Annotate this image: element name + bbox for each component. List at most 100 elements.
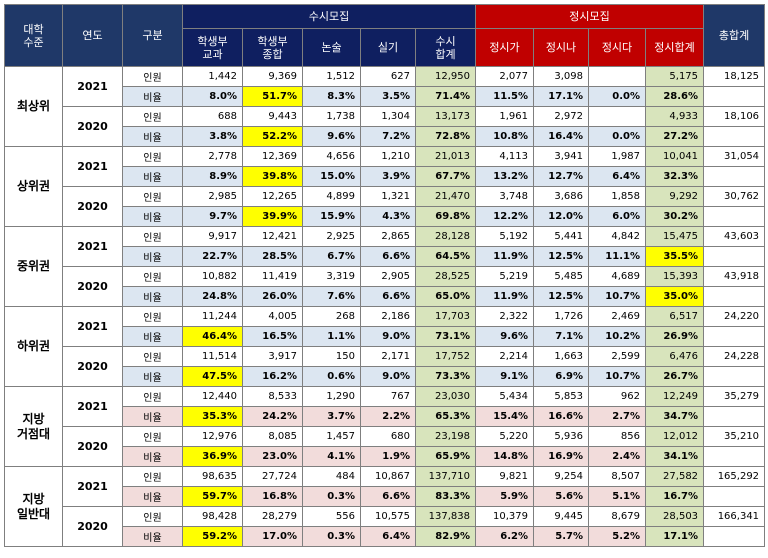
grand-total-cell: [703, 246, 766, 267]
cell-count: 9,445: [533, 506, 589, 527]
cell-count: 1,321: [360, 186, 416, 207]
tier-label: 하위권: [4, 306, 63, 387]
cell-count: 2,905: [360, 266, 416, 287]
cell-ratio: 65.9%: [415, 446, 476, 467]
cell-count: 2,077: [475, 66, 534, 87]
cell-count: 767: [360, 386, 416, 407]
cell-count: 11,419: [242, 266, 303, 287]
cell-count: 137,838: [415, 506, 476, 527]
cell-count: 27,582: [644, 466, 705, 487]
grand-total-cell: 43,918: [703, 266, 766, 287]
table-row: 하위권 2021 인원 11,244 4,005 268 2,186 17,703 2,322 1…: [4, 306, 766, 387]
cell-ratio: 6.6%: [360, 286, 416, 307]
cell-count: 21,470: [415, 186, 476, 207]
cell-ratio: 3.7%: [302, 406, 361, 427]
year-label: 2021: [62, 66, 123, 107]
cell-count: 10,379: [475, 506, 534, 527]
grand-total-cell: [703, 446, 766, 467]
cell-ratio: 83.3%: [415, 486, 476, 507]
header-grand-total: 총합계: [703, 4, 766, 67]
header-col-gyogwa-line2: 교과: [202, 47, 223, 61]
ratio-label: 비율: [122, 406, 183, 427]
cell-ratio: 28.6%: [644, 86, 705, 107]
cell-ratio: 8.9%: [182, 166, 243, 187]
tier-label: 중위권: [4, 226, 63, 307]
ratio-label: 비율: [122, 166, 183, 187]
cell-count: 98,635: [182, 466, 243, 487]
year-label: 2021: [62, 466, 123, 507]
count-label: 인원: [122, 226, 183, 247]
tier-label-line: 최상위: [16, 99, 51, 113]
cell-ratio: 15.9%: [302, 206, 361, 227]
cell-ratio: 2.2%: [360, 406, 416, 427]
grand-total-cell: 24,220: [703, 306, 766, 327]
cell-count: 3,748: [475, 186, 534, 207]
grand-total-cell: 43,603: [703, 226, 766, 247]
cell-ratio: 3.8%: [182, 126, 243, 147]
cell-ratio: 28.5%: [242, 246, 303, 267]
header-col-silgi-line1: 실기: [377, 41, 399, 54]
cell-ratio: 7.1%: [533, 326, 589, 347]
table-row: 2020 인원 2,985 12,265 4,899 1,321 21,470 3,748 3,…: [5, 186, 766, 227]
header-col-susi-total-line2: 합계: [435, 47, 456, 61]
cell-count: 4,933: [644, 106, 705, 127]
cell-count: 10,041: [644, 146, 705, 167]
cell-count: 2,865: [360, 226, 416, 247]
cell-ratio: 71.4%: [415, 86, 476, 107]
cell-ratio: 36.9%: [182, 446, 243, 467]
cell-count: 9,917: [182, 226, 243, 247]
count-label: 인원: [122, 386, 183, 407]
ratio-label: 비율: [122, 286, 183, 307]
cell-count: 9,369: [242, 66, 303, 87]
cell-count: 2,778: [182, 146, 243, 167]
table-row: 2020 인원 11,514 3,917 150 2,171 17,752 2,214 1,66…: [5, 346, 766, 387]
cell-count: 12,421: [242, 226, 303, 247]
cell-ratio: 73.3%: [415, 366, 476, 387]
cell-ratio: 16.6%: [533, 406, 589, 427]
cell-count: 28,525: [415, 266, 476, 287]
cell-ratio: 65.0%: [415, 286, 476, 307]
ratio-label: 비율: [122, 86, 183, 107]
cell-ratio: 72.8%: [415, 126, 476, 147]
tier-label-line: 상위권: [16, 179, 51, 193]
grand-total-cell: 18,106: [703, 106, 766, 127]
cell-ratio: 12.5%: [533, 286, 589, 307]
cell-ratio: 7.2%: [360, 126, 416, 147]
cell-ratio: 7.6%: [302, 286, 361, 307]
header-col-ga: 정시가: [475, 28, 534, 67]
cell-count: 856: [588, 426, 646, 447]
count-label: 인원: [122, 346, 183, 367]
header-col-nonsul: 논술: [302, 28, 361, 67]
cell-count: 1,987: [588, 146, 646, 167]
cell-ratio: 10.8%: [475, 126, 534, 147]
cell-ratio: 5.1%: [588, 486, 646, 507]
cell-ratio: 39.9%: [242, 206, 303, 227]
header-susi-group: 수시모집: [182, 4, 476, 29]
cell-count: 680: [360, 426, 416, 447]
cell-ratio: 6.6%: [360, 486, 416, 507]
cell-count: 8,507: [588, 466, 646, 487]
header-col-na: 정시나: [533, 28, 589, 67]
cell-count: 10,575: [360, 506, 416, 527]
cell-ratio: 14.8%: [475, 446, 534, 467]
admissions-table: 대학 수준 연도 구분 수시모집 정시모집 총합계 학생부 교과 학생부 종합 논술 실기…: [4, 4, 766, 547]
cell-ratio: 0.0%: [588, 126, 646, 147]
cell-count: 11,244: [182, 306, 243, 327]
cell-count: 21,013: [415, 146, 476, 167]
cell-count: 11,514: [182, 346, 243, 367]
cell-ratio: 51.7%: [242, 86, 303, 107]
grand-total-cell: [703, 326, 766, 347]
cell-ratio: 9.0%: [360, 366, 416, 387]
tier-label-line: 지방: [22, 491, 45, 506]
tier-label-line: 중위권: [16, 259, 51, 273]
cell-ratio: 64.5%: [415, 246, 476, 267]
grand-total-cell: 30,762: [703, 186, 766, 207]
cell-ratio: 8.0%: [182, 86, 243, 107]
cell-count: 5,175: [644, 66, 705, 87]
cell-ratio: 15.0%: [302, 166, 361, 187]
cell-count: 8,085: [242, 426, 303, 447]
cell-count: 23,030: [415, 386, 476, 407]
cell-ratio: 6.9%: [533, 366, 589, 387]
cell-ratio: 16.4%: [533, 126, 589, 147]
header-col-jeongsi-total: 정시합계: [644, 28, 705, 67]
